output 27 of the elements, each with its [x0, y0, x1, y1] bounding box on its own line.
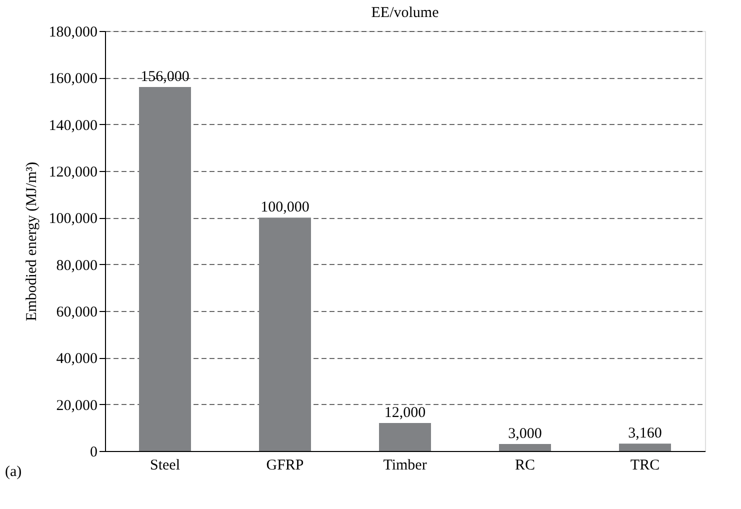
bar [139, 87, 191, 451]
y-tick-label: 100,000 [48, 211, 98, 228]
y-axis-title: Embodied energy (MJ/m³) [24, 162, 40, 322]
data-label: 3,160 [628, 426, 662, 442]
text: (a) [5, 464, 22, 480]
data-label: 12,000 [384, 405, 426, 421]
bar [259, 218, 311, 451]
y-tick-label: 20,000 [56, 398, 98, 414]
bar [379, 423, 431, 451]
bar [619, 444, 671, 451]
y-tick-label: 40,000 [56, 351, 98, 368]
data-label: 3,000 [508, 426, 542, 442]
y-tick-label: 0 [90, 444, 98, 460]
x-tick-label: GFRP [266, 458, 304, 474]
x-tick-label: Timber [383, 458, 427, 474]
chart-title: EE/volume [371, 5, 440, 21]
data-label: 100,000 [260, 200, 310, 216]
y-tick-label: 140,000 [48, 118, 98, 134]
x-tick-label: RC [514, 458, 536, 474]
y-tick-label: 60,000 [56, 304, 98, 320]
bar [499, 444, 551, 451]
y-tick-label: 120,000 [48, 164, 98, 180]
x-tick-label: TRC [630, 458, 660, 474]
y-tick-label: 180,000 [48, 24, 98, 40]
y-tick-label: 80,000 [56, 258, 98, 274]
y-tick-label: 160,000 [48, 71, 98, 88]
x-tick-label: Steel [150, 458, 180, 474]
